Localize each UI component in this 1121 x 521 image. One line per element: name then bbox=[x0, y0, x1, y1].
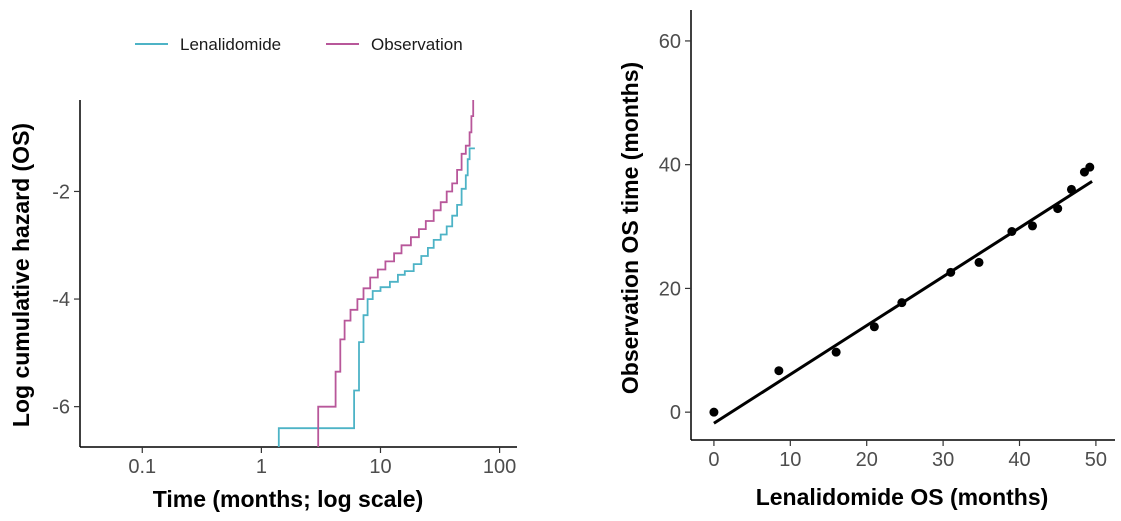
left-chart: Lenalidomide Observation 0.1 1 10 100 -6 -4 -2… bbox=[8, 35, 517, 512]
scatter-point bbox=[897, 298, 907, 308]
series-line-observation bbox=[317, 100, 475, 447]
right-y-tick-label: 0 bbox=[670, 402, 681, 424]
scatter-point bbox=[869, 322, 879, 332]
left-x-axis-title: Time (months; log scale) bbox=[153, 486, 424, 512]
left-x-tick-label: 1 bbox=[256, 456, 267, 478]
left-x-tick-label: 10 bbox=[369, 456, 391, 478]
left-y-tick-label: -2 bbox=[52, 181, 70, 203]
left-axis-ticks: 0.1 1 10 100 -6 -4 -2 bbox=[52, 181, 516, 478]
left-y-tick-label: -4 bbox=[52, 289, 70, 311]
right-x-tick-label: 50 bbox=[1085, 449, 1107, 471]
scatter-point bbox=[774, 366, 784, 376]
right-y-tick-label: 60 bbox=[659, 31, 681, 53]
right-y-tick-label: 20 bbox=[659, 278, 681, 300]
scatter-point bbox=[1007, 226, 1017, 236]
right-x-tick-label: 40 bbox=[1008, 449, 1030, 471]
left-x-tick-label: 100 bbox=[483, 456, 516, 478]
right-axis-ticks: 0 10 20 30 40 50 0 20 40 60 bbox=[659, 31, 1107, 471]
right-y-axis-title: Observation OS time (months) bbox=[617, 62, 643, 394]
legend-label-observation: Observation bbox=[371, 35, 463, 54]
right-x-tick-label: 20 bbox=[856, 449, 878, 471]
scatter-point bbox=[974, 257, 984, 267]
left-legend: Lenalidomide Observation bbox=[135, 35, 463, 54]
right-x-tick-label: 10 bbox=[779, 449, 801, 471]
legend-label-lenalidomide: Lenalidomide bbox=[180, 35, 281, 54]
scatter-point bbox=[709, 407, 719, 417]
right-chart: 0 10 20 30 40 50 0 20 40 60 Lenalidomide OS (mont… bbox=[617, 10, 1115, 510]
scatter-point bbox=[946, 267, 956, 277]
left-series-group bbox=[277, 100, 475, 447]
right-x-tick-label: 0 bbox=[708, 449, 719, 471]
right-y-tick-label: 40 bbox=[659, 155, 681, 177]
scatter-point bbox=[1027, 221, 1037, 231]
right-points-group bbox=[709, 162, 1095, 417]
left-y-axis-title: Log cumulative hazard (OS) bbox=[8, 123, 34, 427]
left-y-tick-label: -6 bbox=[52, 397, 70, 419]
scatter-point bbox=[1053, 204, 1063, 214]
scatter-point bbox=[831, 347, 841, 357]
right-x-axis-title: Lenalidomide OS (months) bbox=[756, 484, 1049, 510]
scatter-point bbox=[1085, 162, 1095, 172]
scatter-point bbox=[1066, 184, 1076, 194]
series-line-lenalidomide bbox=[277, 147, 475, 447]
right-x-tick-label: 30 bbox=[932, 449, 954, 471]
left-x-tick-label: 0.1 bbox=[128, 456, 156, 478]
